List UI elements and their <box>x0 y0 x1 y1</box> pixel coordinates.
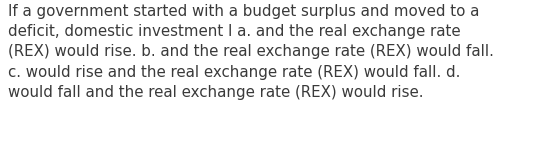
Text: If a government started with a budget surplus and moved to a
deficit, domestic i: If a government started with a budget su… <box>8 4 494 100</box>
